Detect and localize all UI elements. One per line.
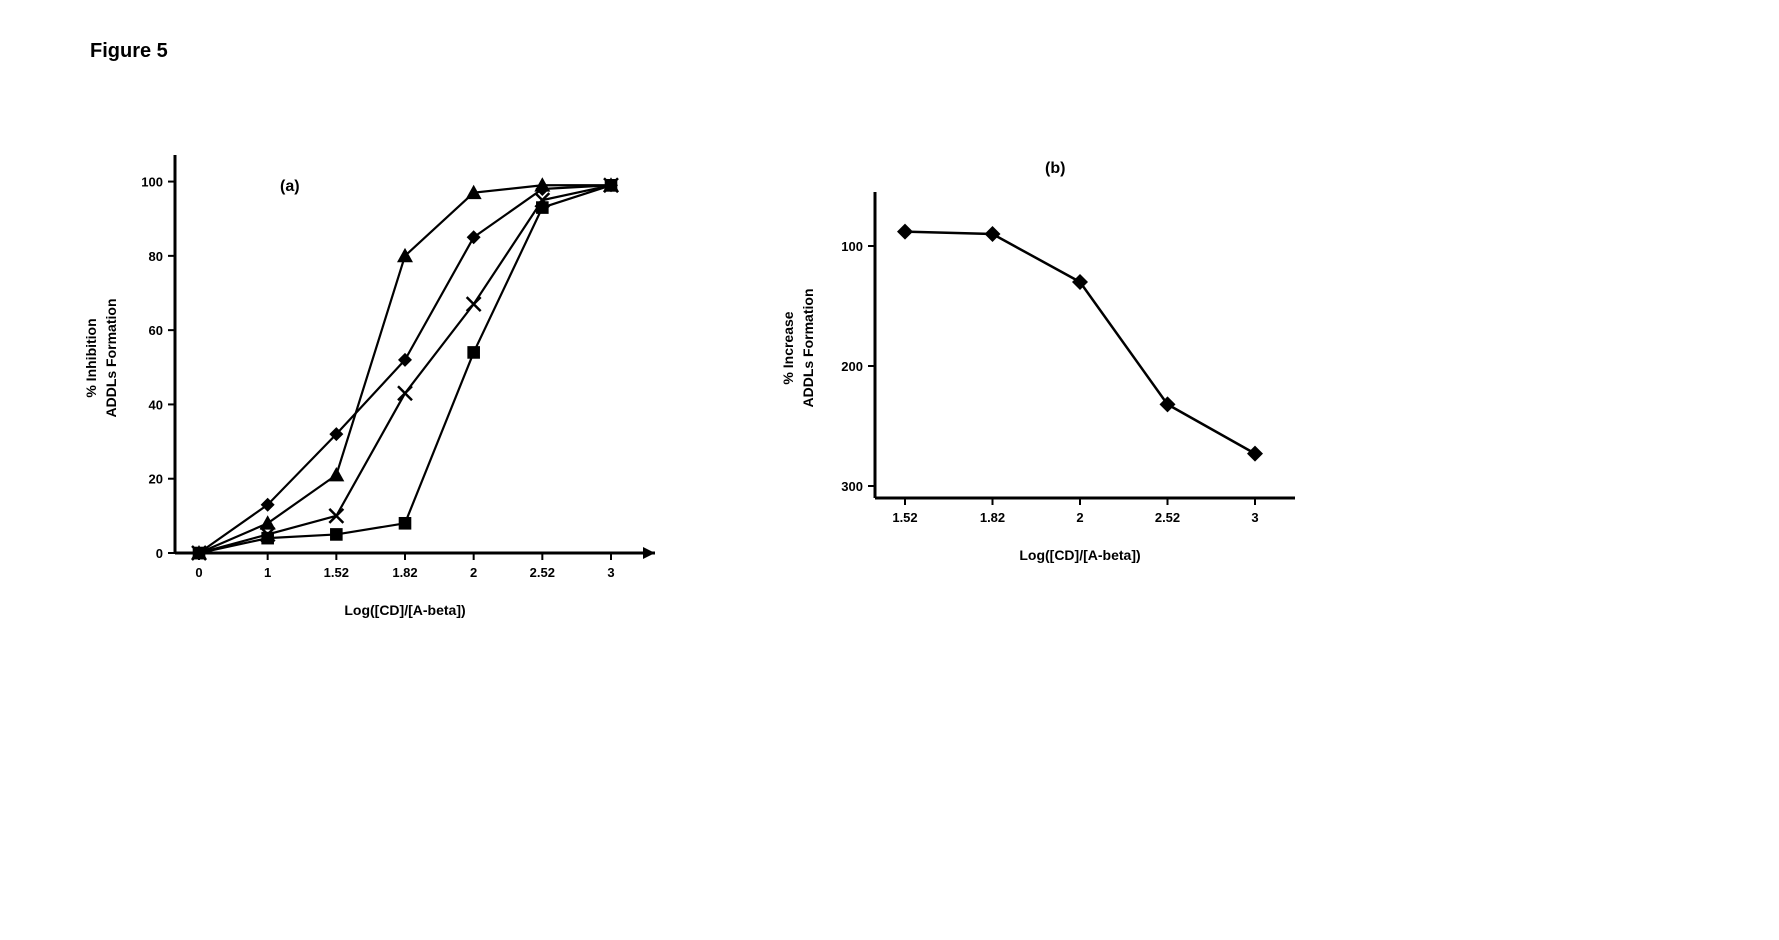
svg-text:1.52: 1.52 <box>892 510 917 525</box>
svg-text:2.52: 2.52 <box>530 565 555 580</box>
svg-text:% Inhibition: % Inhibition <box>83 318 99 397</box>
svg-text:(b): (b) <box>1045 160 1065 177</box>
svg-text:0: 0 <box>156 546 163 561</box>
svg-text:ADDLs Formation: ADDLs Formation <box>800 289 816 408</box>
svg-text:0: 0 <box>195 565 202 580</box>
svg-text:80: 80 <box>149 249 163 264</box>
svg-text:1.82: 1.82 <box>980 510 1005 525</box>
svg-text:60: 60 <box>149 323 163 338</box>
svg-text:2.52: 2.52 <box>1155 510 1180 525</box>
svg-text:100: 100 <box>141 175 163 190</box>
svg-text:1.52: 1.52 <box>324 565 349 580</box>
svg-text:3: 3 <box>607 565 614 580</box>
svg-text:20: 20 <box>149 472 163 487</box>
svg-text:300: 300 <box>841 479 863 494</box>
svg-text:200: 200 <box>841 359 863 374</box>
svg-text:% Increase: % Increase <box>780 311 796 384</box>
svg-text:ADDLs Formation: ADDLs Formation <box>103 299 119 418</box>
charts-container: 0 20 40 60 80 100 0 1 1.52 1.82 2 2.52 3 Log([CD]/[A-… <box>80 143 1739 633</box>
svg-text:100: 100 <box>841 239 863 254</box>
svg-text:2: 2 <box>470 565 477 580</box>
svg-text:2: 2 <box>1076 510 1083 525</box>
chart-b-wrap: 100 200 300 1.52 1.82 2 2.52 3 Log([CD]/[A-beta]… <box>775 143 1315 583</box>
svg-text:1.82: 1.82 <box>392 565 417 580</box>
svg-text:Log([CD]/[A-beta]): Log([CD]/[A-beta]) <box>1019 547 1140 563</box>
svg-text:Log([CD]/[A-beta]): Log([CD]/[A-beta]) <box>344 602 465 618</box>
figure-title: Figure 5 <box>90 40 1739 63</box>
svg-text:40: 40 <box>149 397 163 412</box>
chart-b: 100 200 300 1.52 1.82 2 2.52 3 Log([CD]/[A-beta]… <box>775 143 1315 583</box>
chart-a-wrap: 0 20 40 60 80 100 0 1 1.52 1.82 2 2.52 3 Log([CD]/[A-… <box>80 143 665 633</box>
svg-text:3: 3 <box>1251 510 1258 525</box>
chart-a: 0 20 40 60 80 100 0 1 1.52 1.82 2 2.52 3 Log([CD]/[A-… <box>80 143 665 633</box>
svg-text:(a): (a) <box>280 178 300 195</box>
svg-text:1: 1 <box>264 565 271 580</box>
